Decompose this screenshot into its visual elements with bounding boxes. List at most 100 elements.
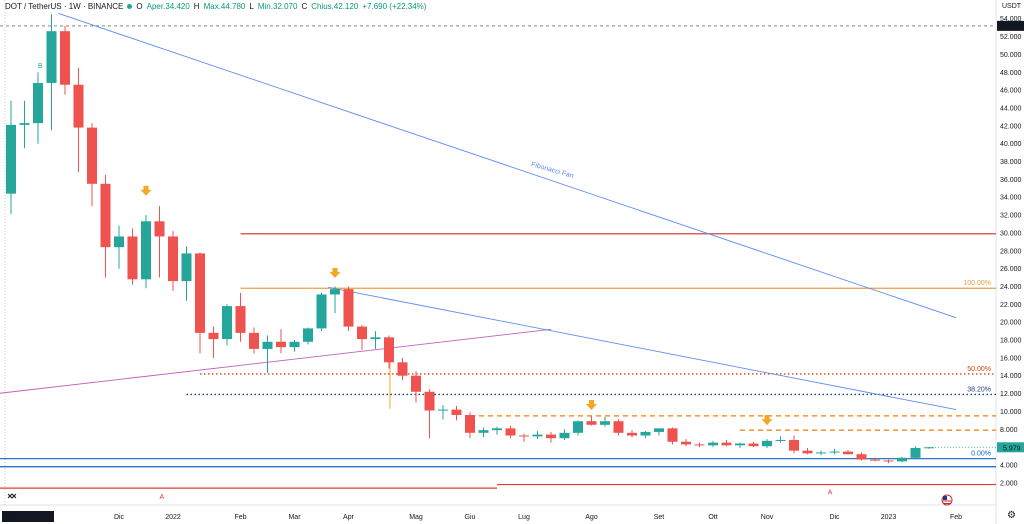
candle xyxy=(249,327,259,354)
candle xyxy=(330,286,340,314)
candle-body xyxy=(33,82,43,124)
candle-body xyxy=(694,444,705,446)
candle-body xyxy=(708,442,718,446)
candle-body xyxy=(316,294,327,329)
candle-body xyxy=(924,447,934,449)
x-tick-label: Apr xyxy=(343,514,355,521)
candle xyxy=(519,433,529,442)
candle-body xyxy=(816,452,826,454)
candle-body xyxy=(127,236,138,280)
candle xyxy=(897,456,907,463)
candle xyxy=(127,228,138,285)
candle-body xyxy=(208,332,219,340)
candle xyxy=(883,459,894,464)
candle-body xyxy=(910,447,921,458)
change-value: +7.690 (+22.34%) xyxy=(362,2,427,11)
y-tick-label: 4.000 xyxy=(1000,462,1018,469)
candle-body xyxy=(451,409,462,415)
candle-body xyxy=(235,306,246,333)
candle xyxy=(33,72,43,144)
y-tick-label: 2.000 xyxy=(1000,480,1018,487)
open-value: Aper.34.420 xyxy=(146,2,190,11)
candle-body xyxy=(87,127,97,184)
candle-body xyxy=(478,430,489,433)
fibonacci-fan-upper xyxy=(58,12,957,319)
current-price-badge xyxy=(997,442,1024,453)
y-tick-label: 30.000 xyxy=(1000,230,1022,237)
signal-arrows xyxy=(140,185,773,426)
candle-body xyxy=(357,326,367,340)
market-status-dot xyxy=(127,4,133,9)
candle-body xyxy=(249,332,259,349)
marker-label-a: A xyxy=(160,494,165,501)
candle-body xyxy=(667,428,678,442)
x-tick-label: Nov xyxy=(761,514,774,521)
candle xyxy=(667,427,678,445)
down-arrow-icon xyxy=(140,185,152,196)
candle-body xyxy=(303,328,313,342)
candle-body xyxy=(843,451,853,455)
candle-body xyxy=(343,289,354,327)
candle-body xyxy=(505,428,516,436)
candle xyxy=(316,292,327,332)
flag-canton xyxy=(943,496,947,500)
candle-body xyxy=(559,432,570,439)
candle xyxy=(141,215,151,289)
symbol-title[interactable]: DOT / TetherUS · 1W · BINANCE xyxy=(5,2,124,11)
y-tick-label: 52.000 xyxy=(1000,34,1022,41)
candle-body xyxy=(60,31,70,85)
candle xyxy=(721,439,732,447)
y-tick-label: 26.000 xyxy=(1000,266,1022,273)
candle-body xyxy=(829,451,840,453)
y-tick-label: 12.000 xyxy=(1000,391,1022,398)
y-tick-label: 44.000 xyxy=(1000,105,1022,112)
x-cursor-badge xyxy=(2,511,54,522)
candle-body xyxy=(411,375,421,392)
marker-label-a: A xyxy=(828,489,833,496)
candle xyxy=(411,371,421,403)
candle xyxy=(546,431,556,443)
candle-body xyxy=(195,253,205,333)
y-tick-label: 54.000 xyxy=(1000,16,1022,23)
y-tick-label: 34.000 xyxy=(1000,195,1022,202)
x-axis-ticks: Dic 2022 Feb Mar Apr Mag Giu Lug Ago Set Ott Nov Dic… xyxy=(114,514,962,521)
close-label: C xyxy=(301,2,308,11)
candle xyxy=(465,412,475,439)
x-tick-label: 2022 xyxy=(165,514,181,521)
fib-50-label: 50.00% xyxy=(967,366,991,373)
high-value: Max.44.780 xyxy=(203,2,246,11)
dashed-high-value: 53.196 xyxy=(1000,24,1022,31)
hide-path xyxy=(7,493,17,499)
candle xyxy=(370,331,381,349)
x-tick-label: Dic xyxy=(114,514,125,521)
candle xyxy=(816,450,826,456)
candle xyxy=(762,439,772,448)
candle-body xyxy=(546,434,556,439)
fib-382-label: 38.20% xyxy=(967,386,991,393)
candle xyxy=(681,439,691,447)
candle xyxy=(384,335,394,369)
candle-body xyxy=(222,306,232,340)
candle xyxy=(357,324,367,350)
candle-body xyxy=(384,337,394,363)
candle xyxy=(600,416,610,427)
fibonacci-fan-label: Fibonacci Fan xyxy=(530,161,574,180)
horizontal-levels: 100.00% 50.00% 38.20% 0.00% xyxy=(0,25,996,489)
candle-body xyxy=(681,441,691,445)
candle xyxy=(573,420,583,436)
gear-icon[interactable]: ⚙ xyxy=(1007,510,1016,521)
candle-body xyxy=(802,450,813,454)
candle xyxy=(397,357,408,381)
y-tick-label: 18.000 xyxy=(1000,338,1022,345)
candle xyxy=(303,327,313,345)
y-tick-label: 22.000 xyxy=(1000,302,1022,309)
x-tick-label: Mag xyxy=(409,514,423,521)
currency-label: USDT xyxy=(1002,3,1022,10)
x-tick-label: Ott xyxy=(708,514,717,521)
candle-body xyxy=(573,421,583,433)
candle-body xyxy=(519,435,529,437)
y-tick-label: 14.000 xyxy=(1000,373,1022,380)
candle xyxy=(586,415,597,426)
x-tick-label: Ago xyxy=(585,514,598,521)
